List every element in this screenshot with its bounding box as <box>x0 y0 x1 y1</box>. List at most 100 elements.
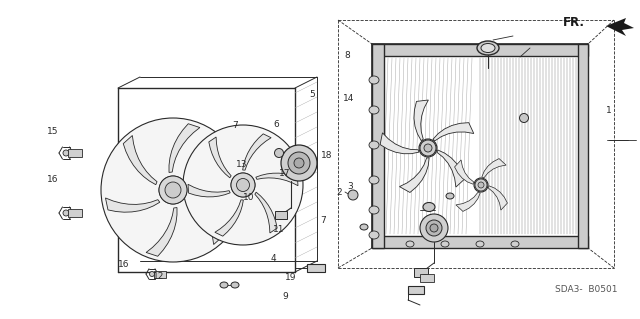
Polygon shape <box>188 184 230 197</box>
Polygon shape <box>380 133 419 154</box>
Polygon shape <box>124 136 157 185</box>
Text: 13: 13 <box>236 160 248 169</box>
Ellipse shape <box>275 149 284 158</box>
Ellipse shape <box>231 173 255 197</box>
Bar <box>420 274 434 282</box>
Ellipse shape <box>369 141 379 149</box>
Bar <box>307 264 325 272</box>
Polygon shape <box>399 158 429 192</box>
Polygon shape <box>456 192 480 211</box>
Bar <box>408 286 424 294</box>
Polygon shape <box>437 150 465 187</box>
Ellipse shape <box>348 190 358 200</box>
Ellipse shape <box>231 282 239 288</box>
Bar <box>68 149 82 157</box>
Ellipse shape <box>424 144 432 152</box>
Bar <box>372 236 588 248</box>
Text: 6: 6 <box>274 120 279 129</box>
Text: 3: 3 <box>348 182 353 191</box>
Text: 15: 15 <box>47 127 58 136</box>
Ellipse shape <box>237 179 250 191</box>
Ellipse shape <box>419 139 437 157</box>
Ellipse shape <box>520 114 529 122</box>
Ellipse shape <box>420 214 448 242</box>
Ellipse shape <box>477 41 499 55</box>
Text: 1: 1 <box>607 106 612 115</box>
Polygon shape <box>189 195 223 244</box>
Ellipse shape <box>369 106 379 114</box>
Ellipse shape <box>478 182 484 188</box>
Polygon shape <box>146 208 177 256</box>
Text: FR.: FR. <box>563 16 585 28</box>
Text: 11: 11 <box>273 225 284 234</box>
Ellipse shape <box>159 176 187 204</box>
Bar <box>154 271 166 278</box>
Ellipse shape <box>360 224 368 230</box>
Ellipse shape <box>220 282 228 288</box>
Bar <box>275 211 287 219</box>
Text: 16: 16 <box>118 260 129 269</box>
Polygon shape <box>606 18 634 36</box>
Ellipse shape <box>369 176 379 184</box>
Ellipse shape <box>426 220 442 236</box>
Ellipse shape <box>165 182 181 198</box>
Ellipse shape <box>511 241 519 247</box>
Text: 2: 2 <box>337 189 342 197</box>
Polygon shape <box>433 122 474 141</box>
Ellipse shape <box>288 152 310 174</box>
Ellipse shape <box>441 241 449 247</box>
Polygon shape <box>243 134 271 170</box>
Text: 19: 19 <box>285 273 296 282</box>
Ellipse shape <box>474 178 488 192</box>
Text: 12: 12 <box>153 272 164 281</box>
Ellipse shape <box>406 241 414 247</box>
Text: 4: 4 <box>271 254 276 263</box>
Polygon shape <box>488 186 508 210</box>
Polygon shape <box>209 137 231 178</box>
Ellipse shape <box>183 125 303 245</box>
Polygon shape <box>256 173 298 186</box>
Ellipse shape <box>421 275 429 281</box>
Polygon shape <box>215 200 243 236</box>
Text: 7: 7 <box>233 121 238 130</box>
Text: 10: 10 <box>243 193 254 202</box>
Bar <box>578 44 588 248</box>
Ellipse shape <box>237 179 250 191</box>
Ellipse shape <box>294 158 304 168</box>
Text: SDA3-  B0501: SDA3- B0501 <box>555 286 618 294</box>
Ellipse shape <box>430 224 438 232</box>
Ellipse shape <box>281 145 317 181</box>
Text: 9: 9 <box>282 292 287 301</box>
Text: 14: 14 <box>343 94 355 103</box>
Ellipse shape <box>63 210 69 216</box>
Ellipse shape <box>481 43 495 53</box>
Ellipse shape <box>369 206 379 214</box>
Ellipse shape <box>101 118 245 262</box>
Polygon shape <box>482 159 506 178</box>
Bar <box>372 44 588 56</box>
Text: 8: 8 <box>344 51 349 60</box>
Polygon shape <box>255 192 277 233</box>
Polygon shape <box>186 168 241 182</box>
Ellipse shape <box>165 182 181 198</box>
Ellipse shape <box>369 231 379 239</box>
Ellipse shape <box>420 140 436 156</box>
Ellipse shape <box>446 193 454 199</box>
Text: 18: 18 <box>321 151 332 160</box>
Ellipse shape <box>475 179 487 191</box>
Polygon shape <box>414 100 428 141</box>
Text: 7: 7 <box>321 216 326 225</box>
Ellipse shape <box>231 173 255 197</box>
Ellipse shape <box>369 76 379 84</box>
Ellipse shape <box>476 241 484 247</box>
Polygon shape <box>454 160 474 184</box>
Polygon shape <box>169 124 200 173</box>
Bar <box>68 209 82 217</box>
Ellipse shape <box>423 203 435 211</box>
Bar <box>414 268 428 277</box>
Text: 16: 16 <box>47 175 58 184</box>
Text: 5: 5 <box>310 90 315 99</box>
Polygon shape <box>106 198 160 212</box>
Ellipse shape <box>63 150 69 156</box>
Text: 17: 17 <box>279 169 291 178</box>
